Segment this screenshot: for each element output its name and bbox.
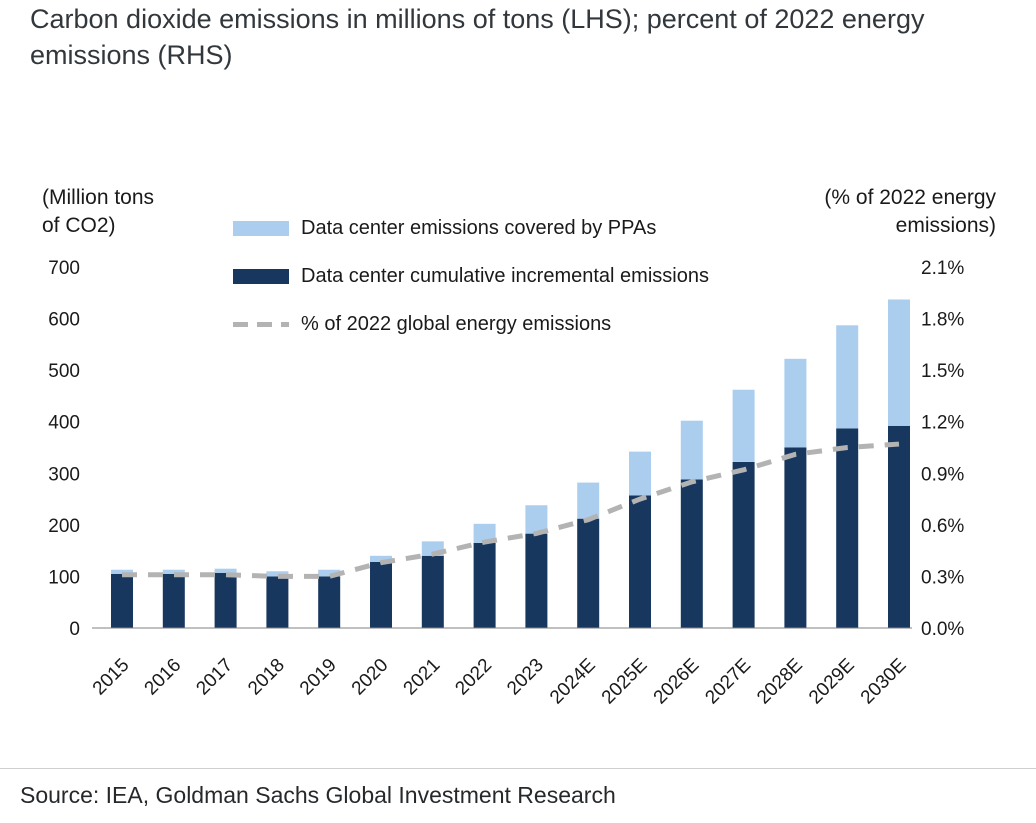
pct-energy-emissions-line — [122, 441, 900, 579]
x-axis-label: 2015 — [89, 655, 134, 700]
right-axis-tick: 2.1% — [921, 258, 964, 279]
bar-ppa-emissions — [680, 420, 703, 480]
legend-swatch-dark-navy — [233, 269, 289, 284]
right-axis-title-line2: emissions) — [895, 214, 996, 238]
right-axis-tick: 1.5% — [921, 361, 964, 382]
bar-cumulative-emissions — [266, 576, 289, 628]
bar-ppa-emissions — [888, 299, 910, 426]
left-axis-tick: 400 — [48, 413, 80, 434]
x-axis-label: 2024E — [546, 655, 600, 709]
x-axis-label: 2019 — [296, 655, 341, 700]
bar-ppa-emissions — [370, 555, 392, 562]
x-axis-label: 2023 — [503, 655, 548, 700]
x-axis-label: 2021 — [400, 655, 445, 700]
x-axis-label: 2022 — [451, 655, 496, 700]
right-axis-tick: 0.0% — [921, 619, 964, 640]
left-axis-tick: 300 — [48, 464, 80, 485]
chart-legend: Data center emissions covered by PPAs Da… — [233, 217, 709, 362]
left-axis-tick: 700 — [48, 258, 80, 279]
legend-label-ppas: Data center emissions covered by PPAs — [301, 217, 657, 239]
source-text: Source: IEA, Goldman Sachs Global Invest… — [20, 782, 616, 808]
right-axis-title: (% of 2022 energy emissions) — [824, 184, 996, 241]
bar-cumulative-emissions — [370, 561, 392, 628]
legend-swatch-gray-dashed-line — [233, 322, 289, 327]
bar-ppa-emissions — [318, 569, 341, 577]
legend-label-cumulative: Data center cumulative incremental emiss… — [301, 265, 709, 287]
right-axis-tick: 1.2% — [921, 413, 964, 434]
chart-title: Carbon dioxide emissions in millions of … — [30, 4, 925, 70]
bar-cumulative-emissions — [162, 573, 185, 628]
bar-cumulative-emissions — [421, 555, 444, 628]
left-axis-tick: 600 — [48, 310, 80, 331]
bar-ppa-emissions — [266, 571, 289, 577]
bar-cumulative-emissions — [836, 428, 859, 628]
bar-ppa-emissions — [836, 325, 859, 429]
right-axis-tick: 0.3% — [921, 567, 964, 588]
x-axis-label: 2029E — [805, 655, 859, 709]
left-axis-title: (Million tons of CO2) — [42, 184, 154, 241]
legend-item-ppas: Data center emissions covered by PPAs — [233, 217, 709, 239]
right-axis-tick: 0.6% — [921, 516, 964, 537]
right-axis-tick: 0.9% — [921, 464, 964, 485]
bar-ppa-emissions — [525, 505, 548, 534]
left-axis-title-line1: (Million tons — [42, 186, 155, 209]
right-axis-tick: 1.8% — [921, 310, 964, 331]
bar-cumulative-emissions — [629, 495, 651, 628]
bar-cumulative-emissions — [473, 542, 496, 628]
bar-cumulative-emissions — [111, 573, 133, 628]
bar-cumulative-emissions — [525, 533, 548, 628]
legend-item-line: % of 2022 global energy emissions — [233, 313, 709, 335]
x-axis-label: 2020 — [348, 655, 393, 700]
left-axis-tick: 500 — [48, 361, 80, 382]
bar-cumulative-emissions — [784, 447, 807, 628]
bar-cumulative-emissions — [888, 425, 910, 628]
legend-swatch-light-blue — [233, 221, 289, 236]
footer-divider — [0, 768, 1036, 769]
left-axis-title-line2: of CO2) — [42, 214, 116, 238]
bar-cumulative-emissions — [214, 572, 237, 628]
bar-ppa-emissions — [214, 568, 237, 573]
bar-ppa-emissions — [629, 451, 651, 496]
bar-cumulative-emissions — [732, 461, 755, 628]
bar-cumulative-emissions — [318, 576, 341, 628]
bar-cumulative-emissions — [577, 518, 600, 628]
x-axis-label: 2017 — [192, 655, 237, 700]
emissions-stacked-bar-chart: 0 100 200 300 400 500 600 700 0.0% 0.3% 0.6% 0.9% 1.… — [48, 258, 964, 709]
bar-ppa-emissions — [111, 569, 133, 574]
bar-ppa-emissions — [577, 482, 600, 519]
bar-ppa-emissions — [732, 389, 755, 462]
right-axis-title-line1: (% of 2022 energy — [824, 186, 996, 209]
bar-cumulative-emissions — [680, 479, 703, 628]
x-axis-label: 2030E — [857, 655, 911, 709]
x-axis-label: 2025E — [598, 655, 652, 709]
legend-item-cumulative: Data center cumulative incremental emiss… — [233, 265, 709, 287]
left-axis-tick: 200 — [48, 516, 80, 537]
legend-label-line: % of 2022 global energy emissions — [301, 313, 612, 335]
bar-ppa-emissions — [162, 569, 185, 574]
x-axis-label: 2018 — [244, 655, 289, 700]
x-axis-label: 2016 — [141, 655, 186, 700]
bar-ppa-emissions — [784, 358, 807, 448]
left-axis-tick: 0 — [69, 619, 80, 640]
bar-ppa-emissions — [473, 523, 496, 543]
x-axis-label: 2026E — [650, 655, 704, 709]
x-axis-label: 2028E — [753, 655, 807, 709]
left-axis-tick: 100 — [48, 567, 80, 588]
x-axis-label: 2027E — [701, 655, 755, 709]
